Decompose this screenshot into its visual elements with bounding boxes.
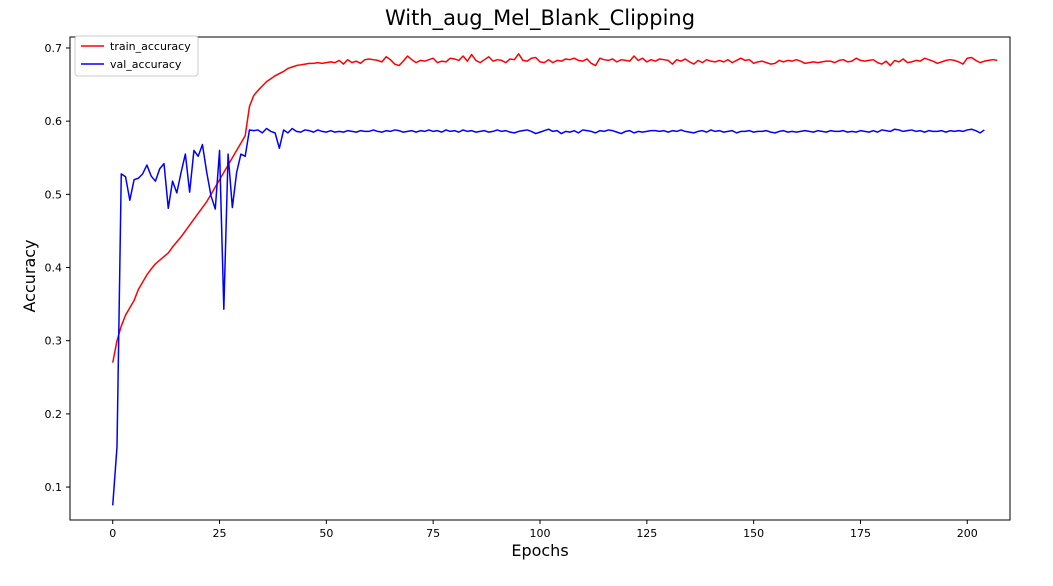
y-tick-label: 0.4: [45, 262, 63, 275]
x-axis-title: Epochs: [511, 541, 568, 560]
plot-area: 0 25 50 75 100 125 150 175 200 0.10.20.30.40.50.…: [45, 36, 1011, 540]
y-tick-label: 0.7: [45, 42, 63, 55]
y-tick-label: 0.3: [45, 335, 63, 348]
x-tick-label: 50: [319, 527, 333, 540]
y-axis-ticks: 0.1 0.2 0.3 0.4 0.5 0.6 0.7: [45, 42, 70, 494]
y-tick-label: 0.2: [45, 408, 63, 421]
legend-box: [74, 35, 199, 77]
chart-title: With_aug_Mel_Blank_Clipping: [385, 6, 695, 31]
x-tick-label: 25: [213, 527, 227, 540]
x-tick-label: 150: [743, 527, 764, 540]
y-axis-title: Accuracy: [20, 239, 39, 312]
x-tick-label: 175: [850, 527, 871, 540]
y-tick-label: 0.6: [45, 115, 63, 128]
series-lines: [111, 53, 998, 506]
x-tick-label: 200: [957, 527, 978, 540]
x-tick-label: 0: [109, 527, 116, 540]
y-tick-label: 0.5: [45, 188, 63, 201]
series-line-val-accuracy: [111, 127, 985, 506]
x-tick-label: 100: [530, 527, 551, 540]
y-tick-label: 0.1: [45, 481, 63, 494]
legend: train_accuracy val_accuracy: [74, 35, 199, 77]
x-axis-ticks: 0 25 50 75 100 125 150 175 200: [109, 520, 978, 540]
legend-label-val-accuracy: val_accuracy: [110, 58, 182, 71]
x-tick-label: 75: [426, 527, 440, 540]
series-line-train-accuracy: [111, 53, 998, 363]
x-tick-label: 125: [636, 527, 657, 540]
legend-label-train-accuracy: train_accuracy: [110, 40, 191, 53]
